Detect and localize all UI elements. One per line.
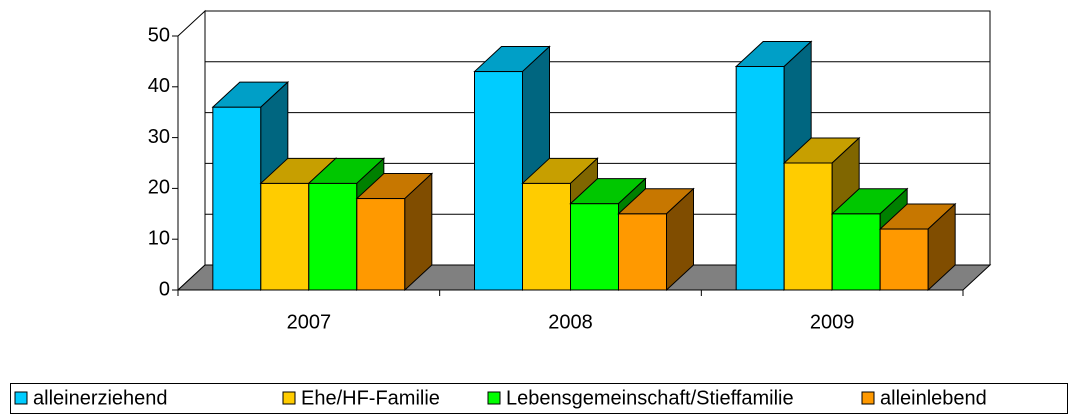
bar-front: [783, 162, 833, 291]
y-tick-label: 50: [148, 24, 170, 46]
bar-front: [522, 182, 571, 291]
x-tick-label: 2007: [287, 311, 332, 333]
side-wall: [177, 9, 206, 292]
bar-front: [474, 71, 523, 291]
x-tick-label: 2009: [810, 311, 855, 333]
bar-front: [356, 198, 406, 291]
y-tick-label: 0: [159, 278, 170, 300]
bar-front: [212, 106, 262, 291]
legend-label: Lebensgemeinschaft/Stieffamilie: [506, 387, 794, 409]
legend-swatch: [14, 391, 28, 405]
y-tick-label: 30: [148, 126, 170, 148]
legend-label: alleinlebend: [880, 387, 987, 409]
legend-box: [10, 383, 1068, 414]
legend-swatch: [282, 391, 296, 405]
bar-side: [927, 202, 956, 292]
bar-front: [570, 203, 619, 291]
bar-front: [879, 228, 929, 291]
bar-front: [308, 182, 358, 291]
y-tick-label: 20: [148, 177, 170, 199]
bar-side: [404, 172, 433, 292]
y-tick-label: 40: [148, 75, 170, 97]
bar-front: [260, 182, 310, 291]
bar-front: [735, 65, 785, 291]
legend-label: alleinerziehend: [33, 387, 168, 409]
legend-swatch: [487, 391, 501, 405]
bar-front: [831, 213, 881, 291]
legend-swatch: [861, 391, 875, 405]
bar-side: [666, 187, 694, 292]
x-tick-label: 2008: [548, 311, 593, 333]
bar-front: [618, 213, 667, 291]
y-tick-label: 10: [148, 227, 170, 249]
legend-label: Ehe/HF-Familie: [301, 387, 440, 409]
